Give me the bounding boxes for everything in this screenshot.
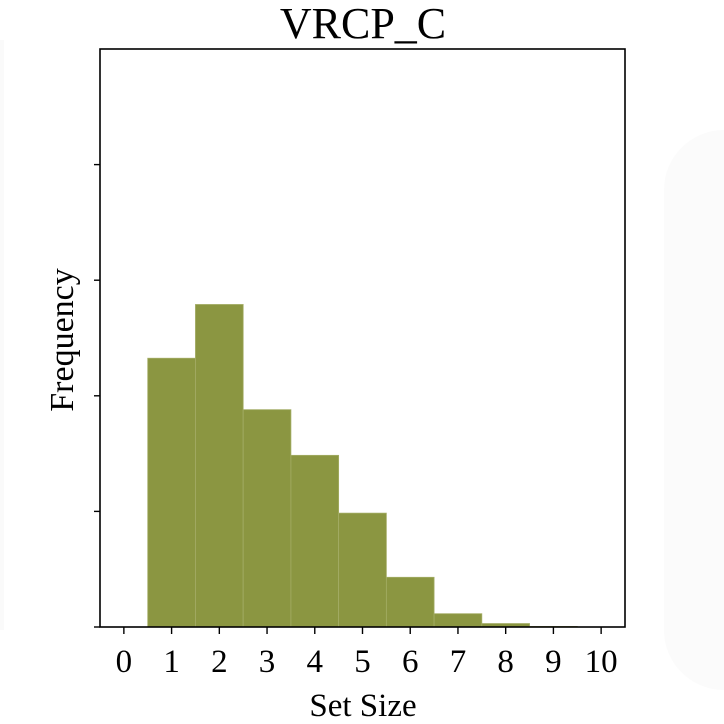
x-tick-label: 9 (545, 644, 562, 680)
x-tick-label: 8 (497, 644, 514, 680)
x-tick-label: 3 (259, 644, 276, 680)
x-axis-ticks: 0 1 2 3 4 5 6 7 8 9 10 (116, 627, 618, 680)
x-axis-label: Set Size (309, 688, 416, 724)
x-tick-label: 6 (402, 644, 419, 680)
x-tick-label: 10 (585, 644, 618, 680)
bars-group (147, 304, 578, 628)
histogram-bar-5 (338, 512, 387, 628)
x-tick-label: 2 (211, 644, 228, 680)
x-tick-label: 7 (450, 644, 467, 680)
histogram-bar-3 (242, 409, 292, 628)
left-edge-shading (0, 40, 4, 630)
x-tick-label: 5 (354, 644, 371, 680)
histogram-bar-7 (433, 613, 483, 628)
y-axis-ticks (94, 163, 100, 628)
x-tick-label: 0 (116, 644, 133, 680)
right-edge-shading (664, 130, 724, 690)
chart-title: VRCP_C (280, 0, 446, 48)
histogram-bar-4 (290, 454, 340, 628)
y-axis-label: Frequency (44, 268, 81, 412)
x-tick-label: 4 (307, 644, 324, 680)
histogram-bar-1 (147, 357, 196, 628)
histogram-bar-2 (195, 304, 244, 628)
x-tick-label: 1 (163, 644, 180, 680)
histogram-bar-6 (385, 576, 435, 628)
